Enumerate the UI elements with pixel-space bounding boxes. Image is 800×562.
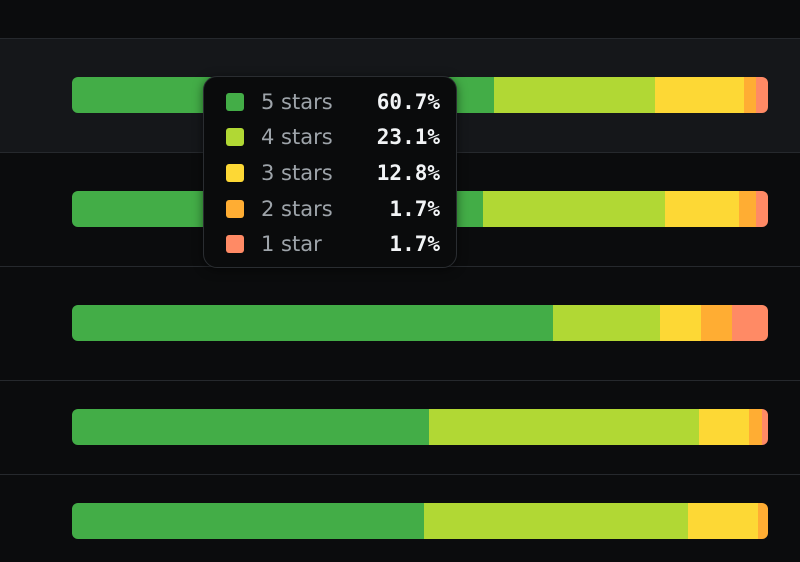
segment-4-stars[interactable] (424, 503, 688, 539)
tooltip-value: 1.7% (389, 197, 440, 221)
segment-3-stars[interactable] (660, 305, 702, 341)
segment-1-star[interactable] (756, 77, 768, 113)
tooltip-item-2-stars: 2 stars 1.7% (224, 194, 440, 224)
segment-2-stars[interactable] (739, 191, 757, 227)
rating-row[interactable] (0, 380, 800, 474)
segment-4-stars[interactable] (483, 191, 665, 227)
yellow-swatch-icon (226, 164, 244, 182)
segment-2-stars[interactable] (748, 409, 762, 445)
segment-2-stars[interactable] (744, 77, 757, 113)
segment-1-star[interactable] (761, 409, 768, 445)
segment-4-stars[interactable] (552, 305, 661, 341)
tooltip-value: 60.7% (376, 90, 440, 114)
segment-5-stars[interactable] (72, 305, 553, 341)
rating-distribution-bar[interactable] (72, 409, 768, 445)
tooltip-item-5-stars: 5 stars 60.7% (224, 87, 440, 117)
rating-distribution-bar[interactable] (72, 503, 768, 539)
tooltip-value: 23.1% (376, 125, 440, 149)
tooltip-value: 12.8% (376, 161, 440, 185)
rating-tooltip: 5 stars 60.7% 4 stars 23.1% 3 stars 12.8… (203, 76, 457, 268)
tooltip-item-4-stars: 4 stars 23.1% (224, 122, 440, 152)
segment-5-stars[interactable] (72, 503, 425, 539)
orange-swatch-icon (226, 200, 244, 218)
segment-5-stars[interactable] (72, 409, 430, 445)
tooltip-label: 1 star (261, 232, 322, 256)
tooltip-label: 5 stars (261, 90, 333, 114)
green-swatch-icon (226, 93, 244, 111)
segment-4-stars[interactable] (494, 77, 656, 113)
segment-2-stars[interactable] (701, 305, 732, 341)
segment-2-stars[interactable] (758, 503, 768, 539)
rating-row[interactable] (0, 474, 800, 562)
segment-1-star[interactable] (731, 305, 768, 341)
lime-swatch-icon (226, 128, 244, 146)
segment-3-stars[interactable] (655, 77, 745, 113)
tooltip-value: 1.7% (389, 232, 440, 256)
tooltip-label: 2 stars (261, 197, 333, 221)
rating-row[interactable] (0, 266, 800, 380)
segment-4-stars[interactable] (429, 409, 700, 445)
tooltip-label: 3 stars (261, 161, 333, 185)
segment-3-stars[interactable] (664, 191, 740, 227)
tooltip-label: 4 stars (261, 125, 333, 149)
rating-distribution-bar[interactable] (72, 305, 768, 341)
segment-1-star[interactable] (756, 191, 768, 227)
tooltip-item-3-stars: 3 stars 12.8% (224, 158, 440, 188)
tooltip-item-1-star: 1 star 1.7% (224, 229, 440, 259)
salmon-swatch-icon (226, 235, 244, 253)
segment-3-stars[interactable] (699, 409, 749, 445)
segment-3-stars[interactable] (687, 503, 759, 539)
